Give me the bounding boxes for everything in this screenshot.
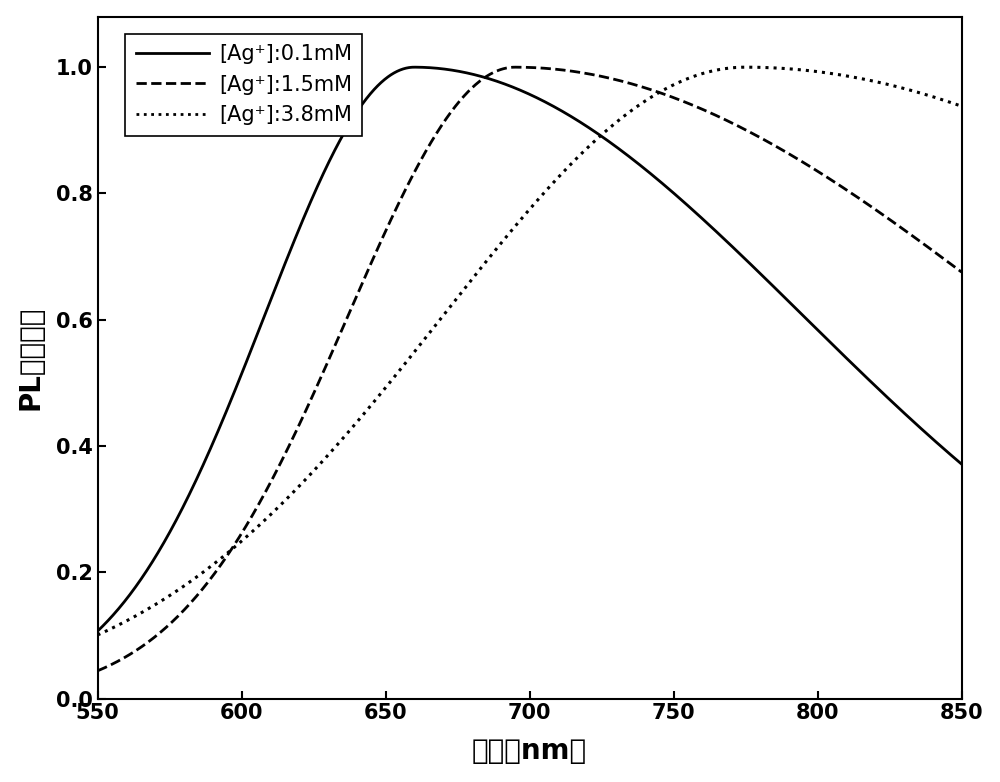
Line: [Ag⁺]:0.1mM: [Ag⁺]:0.1mM: [98, 67, 962, 631]
[Ag⁺]:1.5mM: [92, 666, 104, 676]
[Ag⁺]:3.8mM: [512, 218, 524, 228]
[Ag⁺]:1.5mM: [931, 249, 943, 258]
[Ag⁺]:3.8mM: [956, 102, 968, 111]
[Ag⁺]:3.8mM: [931, 93, 943, 102]
[Ag⁺]:3.8mM: [92, 630, 104, 640]
Line: [Ag⁺]:1.5mM: [Ag⁺]:1.5mM: [98, 67, 962, 671]
[Ag⁺]:1.5mM: [930, 249, 942, 258]
[Ag⁺]:0.1mM: [956, 459, 968, 468]
[Ag⁺]:3.8mM: [739, 63, 751, 72]
X-axis label: 波长（nm）: 波长（nm）: [472, 737, 587, 766]
[Ag⁺]:1.5mM: [136, 642, 148, 651]
[Ag⁺]:1.5mM: [772, 143, 784, 152]
[Ag⁺]:0.1mM: [512, 84, 524, 94]
[Ag⁺]:3.8mM: [489, 246, 501, 256]
[Ag⁺]:0.1mM: [931, 438, 943, 447]
[Ag⁺]:3.8mM: [136, 608, 148, 617]
[Ag⁺]:1.5mM: [509, 63, 521, 72]
[Ag⁺]:0.1mM: [408, 63, 420, 72]
[Ag⁺]:1.5mM: [489, 67, 501, 77]
[Ag⁺]:0.1mM: [92, 626, 104, 636]
[Ag⁺]:0.1mM: [930, 438, 942, 447]
[Ag⁺]:0.1mM: [489, 76, 501, 85]
[Ag⁺]:0.1mM: [772, 286, 784, 296]
[Ag⁺]:1.5mM: [956, 267, 968, 277]
Legend: [Ag⁺]:0.1mM, [Ag⁺]:1.5mM, [Ag⁺]:3.8mM: [Ag⁺]:0.1mM, [Ag⁺]:1.5mM, [Ag⁺]:3.8mM: [125, 34, 362, 135]
Line: [Ag⁺]:3.8mM: [Ag⁺]:3.8mM: [98, 67, 962, 635]
Y-axis label: PL光谱强度: PL光谱强度: [17, 306, 45, 410]
[Ag⁺]:1.5mM: [512, 63, 524, 72]
[Ag⁺]:0.1mM: [136, 574, 148, 583]
[Ag⁺]:3.8mM: [930, 93, 942, 102]
[Ag⁺]:3.8mM: [772, 63, 784, 73]
